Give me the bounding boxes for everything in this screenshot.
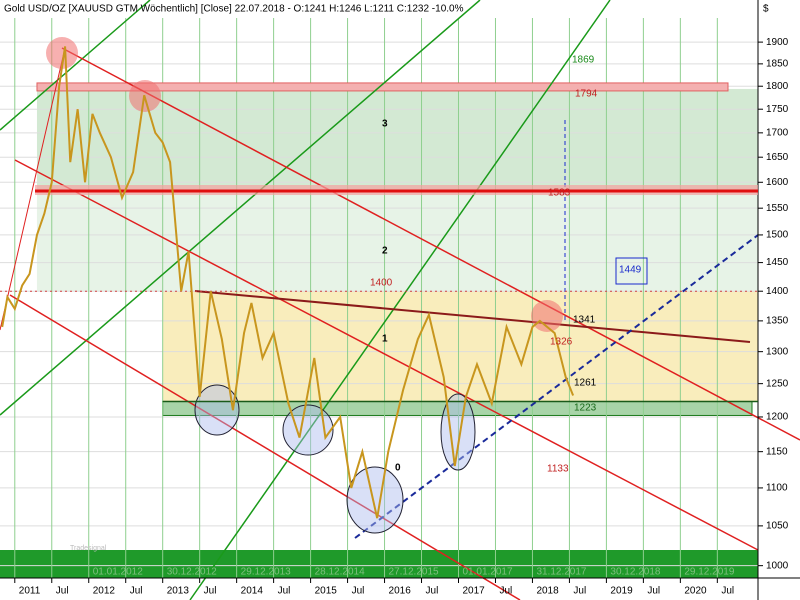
green-channel	[0, 0, 481, 416]
x-tick-label: Jul	[426, 586, 439, 597]
chart-title: Gold USD/OZ [XAUUSD GTM Wöchentlich] [Cl…	[4, 4, 464, 15]
y-tick-label: 1250	[766, 378, 789, 389]
red-channel	[14, 159, 759, 551]
x-tick-label: 2014	[241, 586, 264, 597]
y-tick-label: 1450	[766, 257, 789, 268]
x-tick-label: 2017	[462, 586, 485, 597]
x-tick-label: 2018	[536, 586, 559, 597]
x-tick-label: 2015	[315, 586, 338, 597]
x-tick-label: Jul	[130, 586, 143, 597]
level-label: 1449	[619, 265, 642, 276]
green-channel	[189, 0, 611, 600]
y-tick-label: 1900	[766, 37, 789, 48]
date-label: 01.01.2017	[462, 567, 512, 578]
y-tick-label: 1350	[766, 316, 789, 327]
red-channel	[61, 47, 800, 441]
y-tick-label: 1700	[766, 127, 789, 138]
green-channel	[0, 0, 151, 131]
level-label: 1326	[550, 337, 573, 348]
y-tick-label: 1800	[766, 81, 789, 92]
y-tick-label: 1200	[766, 412, 789, 423]
level-label: 1794	[575, 89, 598, 100]
x-tick-label: Jul	[56, 586, 69, 597]
level-label: 1223	[574, 403, 597, 414]
level-label: 1341	[573, 315, 596, 326]
date-label: 29.12.2013	[241, 567, 291, 578]
support-line	[354, 234, 759, 539]
target-box	[615, 257, 648, 285]
date-label: 28.12.2014	[315, 567, 365, 578]
date-label: 31.12.2017	[536, 567, 586, 578]
date-label: 29.12.2019	[684, 567, 734, 578]
date-label: 27.12.2015	[389, 567, 439, 578]
x-tick-label: Jul	[499, 586, 512, 597]
y-tick-label: 1050	[766, 521, 789, 532]
date-label: 30.12.2012	[167, 567, 217, 578]
y-tick-label: 1300	[766, 346, 789, 357]
zone-label: 0	[395, 463, 401, 474]
y-tick-label: 1750	[766, 104, 789, 115]
x-tick-label: 2012	[93, 586, 116, 597]
x-tick-label: Jul	[721, 586, 734, 597]
y-tick-label: 1850	[766, 59, 789, 70]
zone-label: 2	[382, 246, 388, 257]
level-band	[36, 82, 729, 92]
zone-2	[36, 191, 759, 292]
red-channel	[9, 294, 521, 600]
bottom-band	[0, 550, 758, 578]
y-tick-label: 1000	[766, 560, 789, 571]
top-marker	[531, 300, 563, 332]
x-tick-label: Jul	[647, 586, 660, 597]
y-tick-label: 1650	[766, 152, 789, 163]
level-label: 1400	[370, 278, 393, 289]
level-label: 1261	[574, 378, 597, 389]
y-tick-label: 1150	[766, 446, 788, 457]
bottom-marker	[440, 393, 476, 471]
x-tick-label: Jul	[204, 586, 217, 597]
x-tick-label: 2013	[167, 586, 190, 597]
watermark: Tradesignal	[70, 545, 107, 552]
level-label: 1869	[572, 55, 595, 66]
x-tick-label: Jul	[573, 586, 586, 597]
price-line	[1, 46, 575, 519]
x-tick-label: Jul	[352, 586, 365, 597]
y-tick-label: 1550	[766, 203, 789, 214]
y-tick-label: 1500	[766, 230, 789, 241]
x-tick-label: 2011	[19, 586, 41, 597]
x-tick-label: 2020	[684, 586, 707, 597]
bottom-marker	[346, 466, 404, 534]
x-tick-label: Jul	[278, 586, 291, 597]
currency: $	[763, 4, 769, 15]
bottom-marker	[194, 384, 240, 436]
top-marker	[46, 37, 78, 69]
level-label: 1133	[547, 464, 569, 475]
bottom-marker	[282, 404, 334, 456]
date-label: 30.12.2018	[610, 567, 660, 578]
resistance-line	[194, 290, 751, 343]
level-label: 1583	[548, 188, 571, 199]
x-tick-label: 2016	[389, 586, 412, 597]
date-label: 01.01.2012	[93, 567, 143, 578]
y-tick-label: 1100	[766, 483, 788, 494]
x-tick-label: 2019	[610, 586, 633, 597]
zone-label: 3	[382, 119, 388, 130]
y-tick-label: 1400	[766, 286, 789, 297]
y-tick-label: 1600	[766, 177, 789, 188]
red-line	[0, 47, 66, 331]
zone-label: 1	[382, 334, 388, 345]
